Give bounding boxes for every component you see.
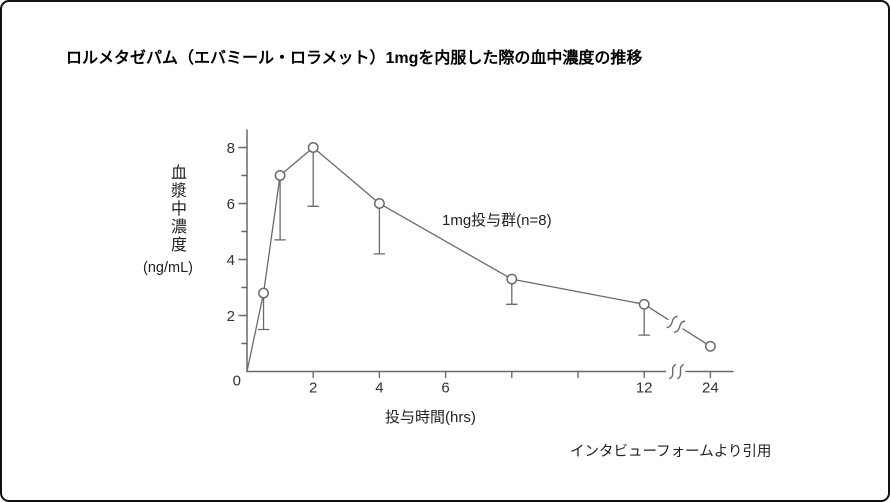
svg-text:4: 4 xyxy=(375,380,383,397)
svg-text:6: 6 xyxy=(441,380,449,397)
svg-text:24: 24 xyxy=(702,380,719,397)
svg-text:2: 2 xyxy=(227,308,235,325)
x-axis-label: 投与時間(hrs) xyxy=(385,409,476,426)
y-axis-label: 血漿中濃度 xyxy=(168,164,185,254)
svg-text:8: 8 xyxy=(227,140,235,157)
svg-text:12: 12 xyxy=(636,380,653,397)
citation-text: インタビューフォームより引用 xyxy=(570,444,772,460)
svg-text:0: 0 xyxy=(233,373,241,390)
y-axis-unit: (ng/mL) xyxy=(143,260,193,276)
svg-text:4: 4 xyxy=(227,252,235,269)
svg-text:2: 2 xyxy=(309,380,317,397)
series-label: 1mg投与群(n=8) xyxy=(442,212,552,229)
figure-title: ロルメタゼパム（エバミール・ロラメット）1mgを内服した際の血中濃度の推移 xyxy=(66,50,643,67)
svg-text:6: 6 xyxy=(227,196,235,213)
